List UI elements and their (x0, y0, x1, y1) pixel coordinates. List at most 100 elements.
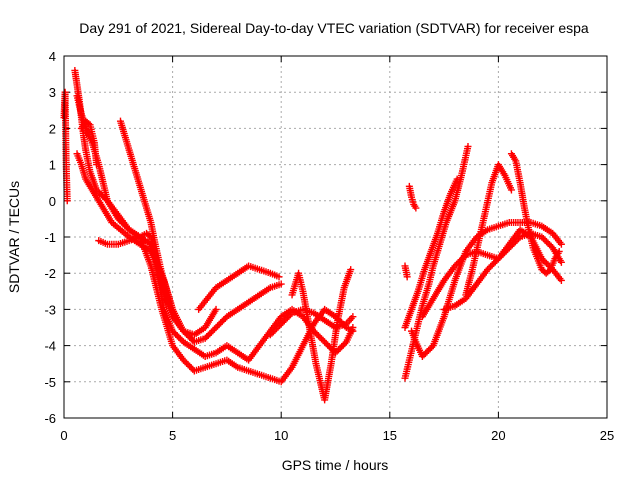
y-tick-label: -6 (44, 411, 56, 426)
data-point (266, 331, 274, 339)
data-point (203, 333, 211, 341)
data-point (498, 252, 506, 260)
data-point (63, 197, 71, 205)
data-point (508, 241, 516, 249)
data-point (184, 332, 192, 340)
data-point (217, 319, 225, 327)
data-point (311, 329, 319, 337)
series-s4 (73, 150, 155, 255)
axis-ticks: 0 5 10 15 20 25 -6 -5 -4 -3 -2 -1 0 1 2 3 4 (44, 49, 614, 443)
series-s8 (77, 117, 101, 169)
data-point (425, 346, 433, 354)
x-tick-label: 25 (600, 428, 614, 443)
data-point (206, 330, 214, 338)
y-tick-label: -3 (44, 302, 56, 317)
data-point (268, 329, 276, 337)
y-tick-label: -2 (44, 266, 56, 281)
data-point (335, 346, 343, 354)
x-tick-label: 0 (60, 428, 67, 443)
data-point (277, 280, 285, 288)
data-point (546, 241, 554, 249)
data-point (276, 321, 284, 329)
data-point (538, 233, 546, 241)
x-tick-label: 5 (169, 428, 176, 443)
data-point (116, 216, 124, 224)
data-point (189, 365, 197, 373)
data-point (507, 186, 515, 194)
data-point (114, 215, 122, 223)
data-point (336, 344, 344, 352)
data-point (322, 340, 330, 348)
data-point (459, 254, 467, 262)
data-point (428, 343, 436, 351)
data-point (542, 238, 550, 246)
data-point (122, 223, 130, 231)
data-point (493, 256, 501, 264)
data-point (502, 247, 510, 255)
series-s17 (462, 161, 515, 299)
x-tick-label: 15 (383, 428, 397, 443)
data-point (172, 330, 180, 338)
data-point (420, 351, 428, 359)
chart-title: Day 291 of 2021, Sidereal Day-to-day VTE… (79, 20, 589, 36)
data-point (485, 264, 493, 272)
data-point (183, 359, 191, 367)
series-s10 (266, 305, 357, 339)
data-point (314, 332, 322, 340)
data-point (456, 257, 464, 265)
data-point (187, 335, 195, 343)
data-point (507, 242, 515, 250)
data-point (488, 261, 496, 269)
data-point (274, 323, 282, 331)
plot-frame (63, 55, 608, 419)
data-point (513, 236, 521, 244)
data-point (341, 340, 349, 348)
data-point (501, 249, 509, 257)
data-point (505, 244, 513, 252)
x-axis-label: GPS time / hours (282, 457, 389, 473)
data-point (212, 305, 220, 313)
series-s20 (401, 262, 411, 281)
data-point (321, 338, 329, 346)
data-point (170, 329, 178, 337)
data-point (285, 312, 293, 320)
data-point (186, 362, 194, 370)
data-point (204, 331, 212, 339)
y-tick-label: 0 (49, 194, 56, 209)
data-point (313, 330, 321, 338)
data-point (421, 349, 429, 357)
data-point (93, 161, 101, 169)
data-point (539, 235, 547, 243)
data-point (453, 260, 461, 268)
data-point (201, 334, 209, 342)
data-point (460, 253, 468, 261)
data-point (557, 240, 565, 248)
data-point (184, 361, 192, 369)
series-s7 (195, 262, 283, 313)
data-point (187, 364, 195, 372)
data-point (542, 259, 550, 267)
data-point (282, 315, 290, 323)
y-tick-label: -4 (44, 339, 56, 354)
data-point (541, 236, 549, 244)
data-point (324, 341, 332, 349)
series-s11 (147, 247, 177, 313)
y-axis-label: SDTVAR / TECUs (6, 181, 22, 293)
data-point (544, 239, 552, 247)
data-point (454, 259, 462, 267)
data-point (494, 255, 502, 263)
series-s1 (60, 88, 71, 205)
data-point (453, 175, 461, 183)
data-point (169, 305, 177, 313)
data-point (557, 258, 565, 266)
data-point (119, 220, 127, 228)
data-point (277, 320, 285, 328)
data-point (464, 143, 472, 150)
data-point (287, 311, 295, 319)
data-point (510, 239, 518, 247)
y-tick-label: -1 (44, 230, 56, 245)
data-point (220, 316, 228, 324)
data-point (207, 328, 215, 336)
data-point (423, 348, 431, 356)
data-point (269, 328, 277, 336)
